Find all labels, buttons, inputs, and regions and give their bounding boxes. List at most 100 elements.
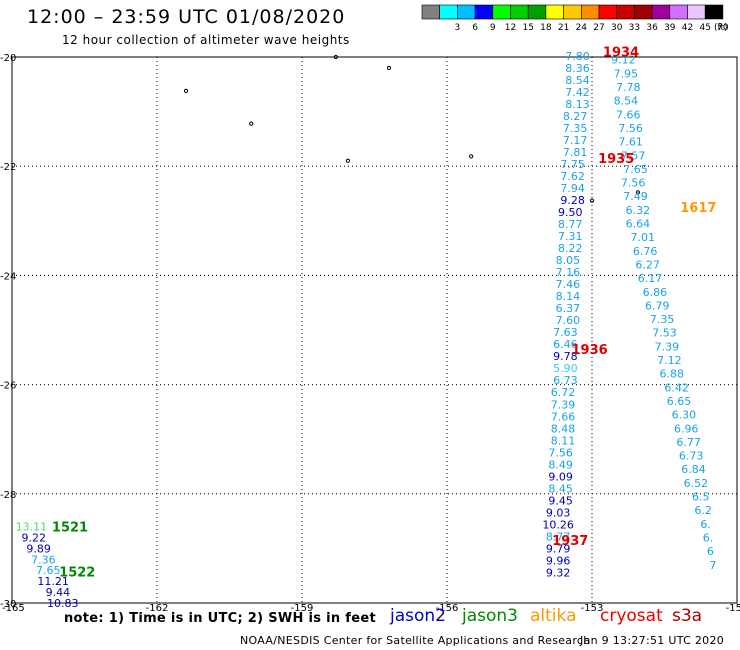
wave-height-value: 8.14 <box>556 290 581 303</box>
wave-height-value: 6.17 <box>638 272 663 285</box>
wave-height-value: 9.32 <box>546 566 571 579</box>
wave-height-value: 9.03 <box>546 506 571 519</box>
island-marker <box>333 54 338 60</box>
wave-height-value: 6.65 <box>667 395 692 408</box>
wave-height-value: 7.56 <box>618 122 643 135</box>
x-tick-label: -162 <box>146 603 169 614</box>
pass-time-label: 1934 <box>603 46 639 61</box>
wave-height-value: 7.01 <box>631 231 656 244</box>
pass-time-label: 1936 <box>571 343 607 358</box>
wave-height-value: 8.48 <box>551 422 576 435</box>
wave-height-value: 7.75 <box>560 158 585 171</box>
wave-height-value: 13.11 <box>16 521 48 534</box>
wave-height-value: 7.17 <box>563 134 588 147</box>
pass-time-label: 1522 <box>59 565 95 580</box>
wave-height-value: 7.31 <box>558 230 583 243</box>
wave-height-value: 9.44 <box>46 586 71 599</box>
color-scale-label: 39 <box>664 23 676 33</box>
wave-height-value: 6.77 <box>676 436 701 449</box>
wave-height-value: 9.22 <box>22 531 47 544</box>
wave-height-value: 7.46 <box>556 278 581 291</box>
color-scale-label: 12 <box>505 23 516 33</box>
color-scale-label: 42 <box>682 23 693 33</box>
island-marker <box>635 190 641 195</box>
wave-height-value: 7.66 <box>551 410 576 423</box>
color-scale-swatch <box>474 4 494 20</box>
wave-height-value: 7.81 <box>563 146 588 159</box>
wave-height-value: 9.78 <box>553 350 578 363</box>
wave-height-value: 7.94 <box>560 182 585 195</box>
color-scale-swatch <box>545 4 564 20</box>
wave-height-value: 7.56 <box>548 446 573 459</box>
color-scale-label: 6 <box>472 23 478 33</box>
wave-height-value: 9.09 <box>548 470 573 483</box>
wave-height-value: 7.65 <box>623 163 648 176</box>
y-tick-label: -20 <box>0 53 16 64</box>
color-scale-unit: (ft) <box>714 23 728 33</box>
wave-height-value: 6.5 <box>692 491 710 504</box>
wave-height-value: 7.39 <box>551 398 576 411</box>
pass-time-label: 1617 <box>680 201 716 216</box>
wave-height-value: 7.95 <box>614 67 639 80</box>
wave-height-value: 7.56 <box>621 177 646 190</box>
color-scale-swatch <box>492 4 511 20</box>
pass-time-label: 1521 <box>52 521 88 536</box>
wave-height-value: 7.65 <box>36 564 61 577</box>
wave-height-value: 9.12 <box>611 54 636 67</box>
wave-height-value: 6.27 <box>635 258 660 271</box>
wave-height-value: 7.42 <box>565 86 590 99</box>
color-scale-label: 70 <box>717 23 729 33</box>
wave-height-value: 7.53 <box>652 327 677 340</box>
color-scale-swatch <box>616 4 635 20</box>
wave-height-value: 6.52 <box>684 477 709 490</box>
wave-height-value: 7.49 <box>623 190 648 203</box>
legend-s3a: s3a <box>672 606 703 626</box>
color-scale-label: 9 <box>490 23 496 33</box>
wave-height-value: 7.39 <box>655 340 680 353</box>
legend-altika: altika <box>530 606 577 626</box>
x-tick-label: -150 <box>726 603 740 614</box>
wave-height-value: 7.62 <box>560 170 585 183</box>
color-scale-label: 3 <box>455 23 461 33</box>
color-scale-swatch <box>421 4 441 20</box>
wave-height-value: 6.46 <box>553 338 578 351</box>
y-tick-label: -22 <box>0 162 16 173</box>
wave-height-value: 9.50 <box>558 206 583 219</box>
color-scale-label: 30 <box>611 23 623 33</box>
legend-jason3: jason3 <box>462 606 518 626</box>
wave-height-value: 6.86 <box>643 286 668 299</box>
pass-time-label: 1937 <box>552 534 588 549</box>
wave-height-value: 10.83 <box>47 597 79 610</box>
wave-height-value: 7.12 <box>657 354 682 367</box>
wave-height-value: 9.89 <box>26 542 51 555</box>
wave-height-value: 8.54 <box>614 95 639 108</box>
color-scale-swatch <box>457 4 476 20</box>
wave-height-value: 6.79 <box>645 299 670 312</box>
wave-height-value: 7.63 <box>553 326 578 339</box>
wave-height-value: 8.45 <box>548 482 573 495</box>
page-subtitle: 12 hour collection of altimeter wave hei… <box>62 33 350 47</box>
color-scale-swatch <box>580 4 600 20</box>
wave-height-value: 7.60 <box>556 314 581 327</box>
legend-jason2: jason2 <box>390 606 446 626</box>
wave-height-value: 7.61 <box>618 136 643 149</box>
color-scale-swatch <box>527 4 547 20</box>
x-tick-label: -156 <box>436 603 459 614</box>
wave-height-value: 6.30 <box>672 409 697 422</box>
color-scale-label: 15 <box>522 23 533 33</box>
wave-height-value: 5.90 <box>553 362 578 375</box>
legend-cryosat: cryosat <box>600 606 663 626</box>
wave-height-value: 7 <box>709 559 716 572</box>
color-scale-swatch <box>704 4 724 20</box>
wave-height-value: 6.88 <box>660 368 685 381</box>
wave-height-value: 6.84 <box>681 463 706 476</box>
x-tick-label: -153 <box>581 603 604 614</box>
island-marker <box>386 65 392 71</box>
wave-height-value: 8.13 <box>565 98 590 111</box>
color-scale-label: 45 <box>699 23 710 33</box>
pass-time-label: 1935 <box>598 152 634 167</box>
color-scale-label: 21 <box>558 23 569 33</box>
wave-height-value: 8.05 <box>556 254 581 267</box>
wave-height-value: 7.78 <box>616 81 641 94</box>
